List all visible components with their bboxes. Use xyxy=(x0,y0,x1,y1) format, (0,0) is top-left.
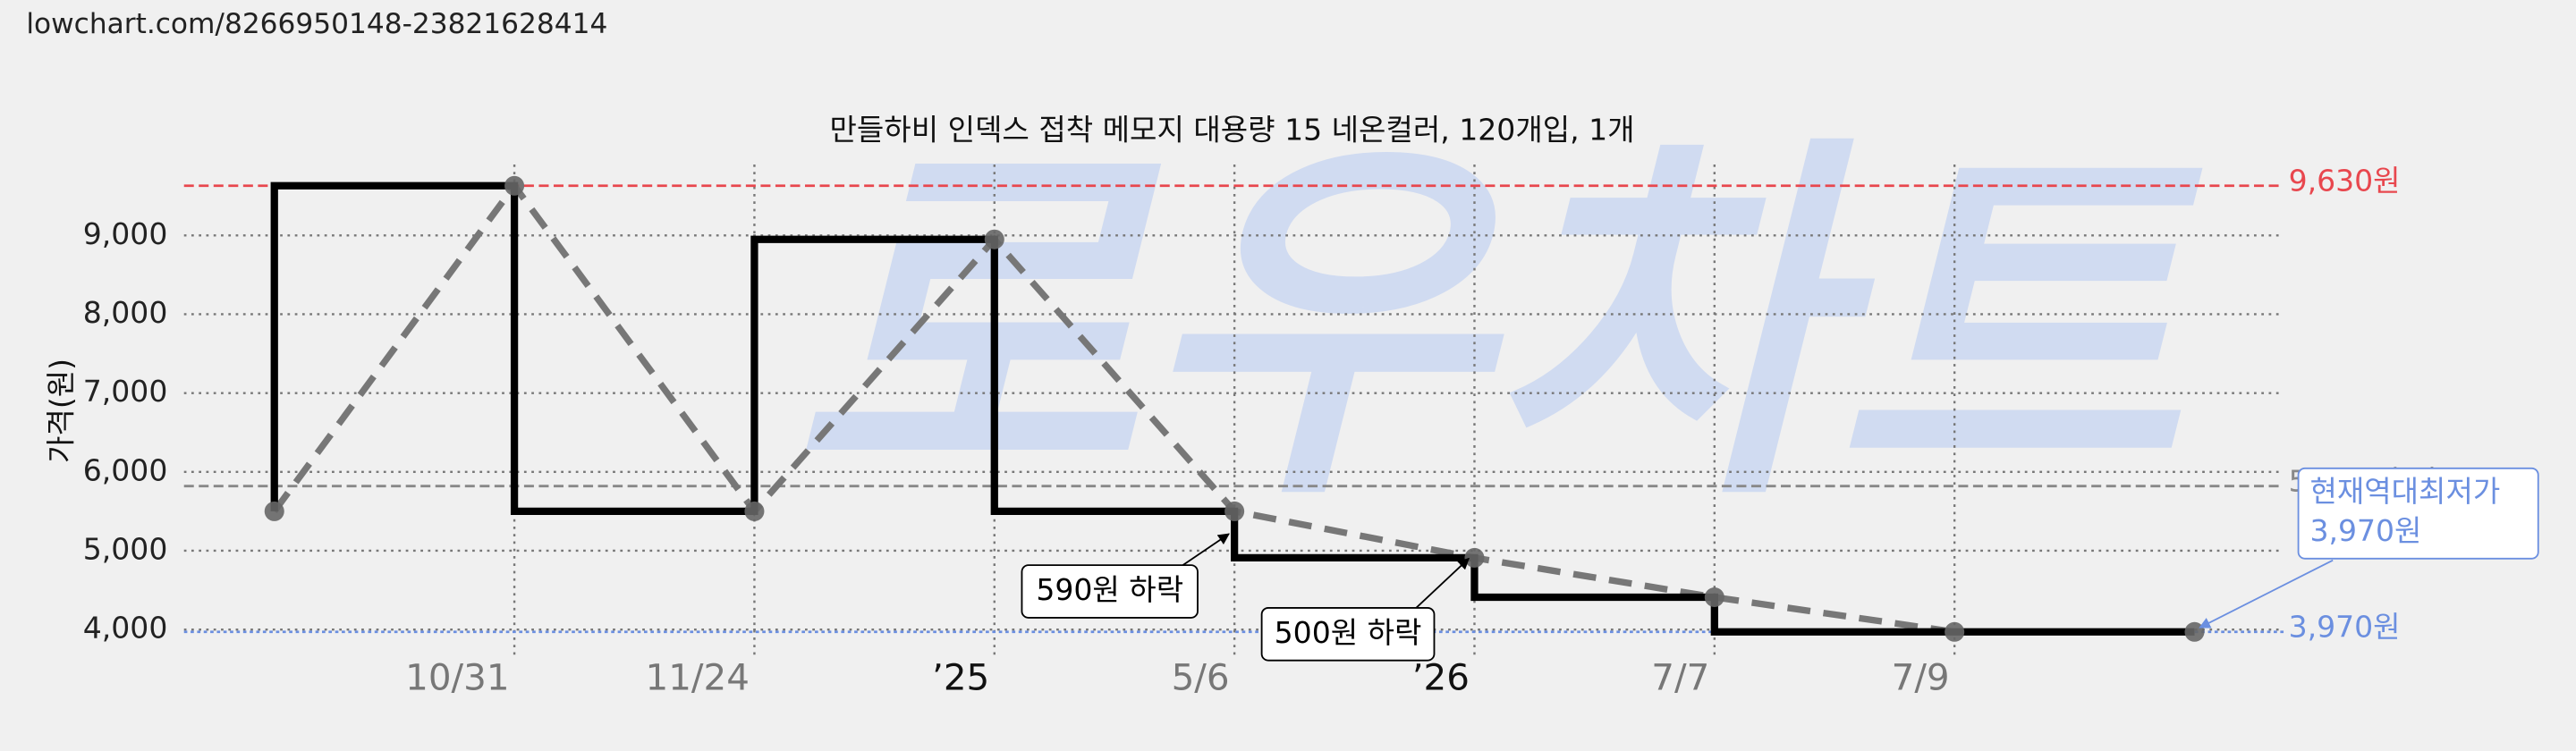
reference-label: 3,970원 xyxy=(2289,610,2401,645)
price-step-line xyxy=(270,181,2195,636)
annotation-text: 590원 하락 xyxy=(1036,572,1183,607)
point xyxy=(1224,501,1245,521)
point xyxy=(504,175,525,196)
annotation-subtext: 3,970원 xyxy=(2309,513,2421,548)
x-tick-label: ’26 xyxy=(1412,656,1470,699)
annotation-box xyxy=(1260,606,1436,662)
point xyxy=(744,501,765,521)
x-tick-label: 7/7 xyxy=(1651,656,1709,699)
point xyxy=(984,229,1004,249)
chart-title: 만들하비 인덱스 접착 메모지 대용량 15 네온컬러, 120개입, 1개 xyxy=(830,113,1635,148)
x-tick-label: ’25 xyxy=(932,656,989,699)
watermark: 로우차트 xyxy=(792,106,2207,546)
x-tick-label: 5/6 xyxy=(1172,656,1230,699)
annotation-text: 500원 하락 xyxy=(1275,615,1422,650)
annotation-arrow xyxy=(1182,533,1230,566)
annotation-box xyxy=(2297,467,2539,560)
annotation-box xyxy=(1021,564,1199,619)
annotation-arrow xyxy=(2199,559,2334,629)
annotation-arrow xyxy=(1415,557,1470,609)
y-axis-label: 가격(원) xyxy=(43,359,78,463)
y-tick-label: 8,000 xyxy=(83,295,168,330)
annotation-text: 현재역대최저가 xyxy=(2309,474,2500,509)
reference-label: 9,630원 xyxy=(2289,164,2401,198)
x-tick-label: 11/24 xyxy=(646,656,750,699)
y-tick-label: 5,000 xyxy=(83,531,168,566)
point xyxy=(264,501,284,521)
url: lowchart.com/8266950148-23821628414 xyxy=(26,8,607,40)
x-tick-label: 10/31 xyxy=(405,656,509,699)
point xyxy=(1945,621,1965,642)
y-tick-label: 7,000 xyxy=(83,374,168,409)
point xyxy=(1704,586,1724,608)
point xyxy=(1464,547,1485,568)
x-tick-label: 7/9 xyxy=(1892,656,1950,699)
y-tick-label: 6,000 xyxy=(83,452,168,487)
y-tick-label: 4,000 xyxy=(83,611,168,646)
y-tick-label: 9,000 xyxy=(83,216,168,251)
point xyxy=(2184,621,2205,642)
